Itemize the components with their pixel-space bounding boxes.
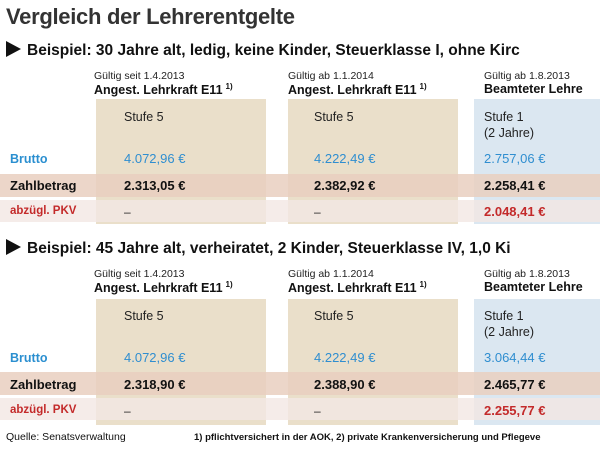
stufe-duration: (2 Jahre) <box>484 126 535 140</box>
source-note: Quelle: Senatsverwaltung <box>6 431 126 443</box>
brutto-value: 3.064,44 € <box>484 350 546 365</box>
pkv-label: abzügl. PKV <box>10 205 77 217</box>
triangle-arrow-icon <box>6 41 21 57</box>
footnote: 1) pflichtversichert in der AOK, 2) priv… <box>194 432 541 443</box>
role-label: Angest. Lehrkraft E11 1) <box>288 82 427 98</box>
zahlbetrag-value: 2.313,05 € <box>124 178 186 193</box>
pkv-band <box>0 200 600 222</box>
brutto-value: 2.757,06 € <box>484 151 546 166</box>
stufe-label: Stufe 5 <box>124 309 164 323</box>
pkv-value: – <box>314 404 321 418</box>
stufe-label: Stufe 5 <box>314 110 354 124</box>
stufe-label: Stufe 5 <box>124 110 164 124</box>
role-label: Angest. Lehrkraft E11 1) <box>94 82 233 98</box>
brutto-value: 4.222,49 € <box>314 350 376 365</box>
brutto-value: 4.072,96 € <box>124 151 186 166</box>
pkv-value: 2.048,41 € <box>484 204 546 219</box>
brutto-label: Brutto <box>10 152 48 166</box>
valid-date: Gültig ab 1.8.2013 <box>484 70 570 82</box>
page-title: Vergleich der Lehrerentgelte <box>6 4 295 29</box>
pkv-value: 2.255,77 € <box>484 403 546 418</box>
valid-date: Gültig seit 1.4.2013 <box>94 70 185 82</box>
pkv-label: abzügl. PKV <box>10 404 77 416</box>
pkv-value: – <box>314 205 321 219</box>
brutto-label: Brutto <box>10 351 48 365</box>
pkv-value: – <box>124 404 131 418</box>
valid-date: Gültig ab 1.1.2014 <box>288 70 374 82</box>
role-label: Angest. Lehrkraft E11 1) <box>94 280 233 296</box>
stufe-label: Stufe 1 <box>484 309 524 323</box>
valid-date: Gültig ab 1.1.2014 <box>288 268 374 280</box>
zahlbetrag-value: 2.382,92 € <box>314 178 376 193</box>
zahlbetrag-value: 2.318,90 € <box>124 377 186 392</box>
role-label: Beamteter Lehre <box>484 82 583 96</box>
zahlbetrag-label: Zahlbetrag <box>10 178 77 193</box>
zahlbetrag-band <box>0 372 600 395</box>
pkv-value: – <box>124 205 131 219</box>
zahlbetrag-value: 2.465,77 € <box>484 377 546 392</box>
zahlbetrag-value: 2.258,41 € <box>484 178 546 193</box>
valid-date: Gültig ab 1.8.2013 <box>484 268 570 280</box>
stufe-label: Stufe 5 <box>314 309 354 323</box>
stufe-duration: (2 Jahre) <box>484 325 535 339</box>
stufe-label: Stufe 1 <box>484 110 524 124</box>
triangle-arrow-icon <box>6 239 21 255</box>
role-label: Beamteter Lehre <box>484 280 583 294</box>
zahlbetrag-value: 2.388,90 € <box>314 377 376 392</box>
zahlbetrag-label: Zahlbetrag <box>10 377 77 392</box>
brutto-value: 4.072,96 € <box>124 350 186 365</box>
example-2-heading: Beispiel: 45 Jahre alt, verheiratet, 2 K… <box>6 239 511 258</box>
example-1-heading: Beispiel: 30 Jahre alt, ledig, keine Kin… <box>6 41 520 60</box>
valid-date: Gültig seit 1.4.2013 <box>94 268 185 280</box>
role-label: Angest. Lehrkraft E11 1) <box>288 280 427 296</box>
brutto-value: 4.222,49 € <box>314 151 376 166</box>
zahlbetrag-band <box>0 174 600 197</box>
pkv-band <box>0 398 600 420</box>
